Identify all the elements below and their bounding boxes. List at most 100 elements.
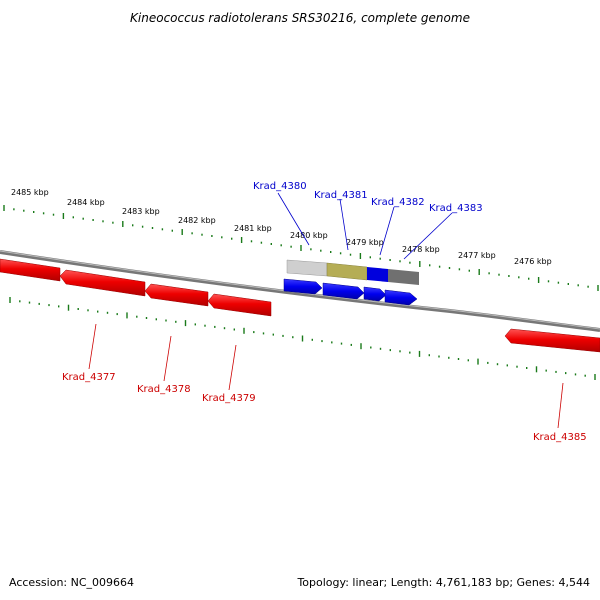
scale-tick: [545, 369, 547, 372]
reverse-gene-labels: Krad_4377 Krad_4378 Krad_4379 Krad_4385: [62, 372, 587, 443]
scale-tick: [369, 256, 371, 259]
scale-tick: [320, 249, 322, 252]
scale-labels: 2485 kbp 2484 kbp 2483 kbp 2482 kbp 2481…: [11, 188, 552, 266]
scale-tick: [577, 284, 579, 287]
scale-tick: [204, 324, 206, 327]
scale-tick: [487, 361, 489, 364]
scale-tick: [161, 228, 164, 231]
kbp-label: 2476 kbp: [514, 257, 552, 266]
scale-tick: [290, 245, 292, 248]
scale-tick: [175, 320, 177, 323]
scale-tick: [301, 335, 304, 342]
scale-tick: [253, 331, 255, 334]
gene-krad-4380[interactable]: [283, 278, 323, 295]
scale-tick: [359, 253, 362, 259]
scale-tick: [240, 237, 243, 243]
scale-tick: [496, 363, 499, 366]
gene-krad-4377-b[interactable]: [59, 269, 146, 297]
scale-tick: [330, 251, 332, 253]
gene-krad-4379[interactable]: [207, 293, 272, 317]
scale-tick: [223, 327, 226, 330]
gene-label[interactable]: Krad_4379: [202, 393, 256, 404]
accession-text: Accession: NC_009664: [9, 576, 134, 589]
gene-krad-4385[interactable]: [504, 328, 600, 353]
kbp-label: 2483 kbp: [122, 207, 160, 216]
scale-tick: [467, 359, 469, 362]
gene-label[interactable]: Krad_4380: [253, 181, 307, 192]
scale-tick: [349, 253, 352, 256]
scale-tick: [9, 297, 11, 303]
scale-tick: [587, 285, 589, 288]
scale-tick: [409, 261, 411, 264]
scale-tick: [574, 373, 577, 376]
gene-label[interactable]: Krad_4377: [62, 372, 116, 383]
scale-tick: [399, 260, 401, 263]
scale-tick: [126, 312, 128, 319]
scale-tick: [389, 259, 391, 261]
scale-tick: [528, 277, 530, 280]
scale-tick: [58, 305, 60, 308]
scale-tick: [339, 252, 342, 255]
forward-leaders: [277, 192, 453, 260]
kbp-label: 2481 kbp: [234, 224, 272, 233]
scale-tick: [535, 366, 538, 373]
scale-tick: [171, 229, 173, 232]
scale-tick: [555, 370, 557, 373]
scale-tick: [584, 374, 586, 377]
kbp-label: 2485 kbp: [11, 188, 49, 197]
kbp-label: 2477 kbp: [458, 251, 496, 260]
scale-tick: [547, 280, 550, 283]
gene-label[interactable]: Krad_4378: [137, 384, 191, 395]
gene-label[interactable]: Krad_4382: [371, 197, 425, 208]
scale-tick: [508, 275, 510, 277]
scale-tick: [438, 355, 440, 358]
scale-tick: [92, 219, 94, 221]
gene-krad-4381[interactable]: [322, 282, 365, 300]
gene-krad-4383[interactable]: [384, 289, 418, 306]
reverse-genes: [0, 258, 600, 353]
scale-tick: [3, 205, 5, 211]
scale-tick: [48, 304, 50, 307]
scale-tick: [194, 323, 196, 326]
scale-tick: [565, 372, 567, 375]
scale-tick: [165, 319, 167, 322]
scale-tick: [151, 227, 154, 229]
scale-tick: [38, 302, 40, 305]
scale-tick: [594, 374, 596, 380]
scale-tick: [379, 257, 381, 260]
gene-label[interactable]: Krad_4383: [429, 203, 483, 214]
scale-tick: [438, 265, 441, 268]
reverse-leaders: [88, 323, 564, 429]
kbp-label: 2479 kbp: [346, 238, 384, 247]
scale-tick: [389, 349, 391, 352]
gene-krad-4378[interactable]: [144, 283, 209, 307]
scale-tick: [136, 315, 138, 318]
scale-tick: [106, 311, 109, 314]
kbp-label: 2482 kbp: [178, 216, 216, 225]
scale-tick: [231, 237, 233, 240]
scale-tick: [516, 365, 518, 368]
scale-tick: [191, 232, 193, 235]
scale-tick: [42, 212, 45, 215]
scale-tick: [87, 309, 89, 312]
kbp-label: 2484 kbp: [67, 198, 105, 207]
gene-label[interactable]: Krad_4385: [533, 432, 587, 443]
scale-tick: [458, 268, 461, 271]
gene-krad-4382[interactable]: [363, 286, 387, 302]
scale-tick: [477, 358, 479, 365]
gene-krad-4377-a[interactable]: [0, 258, 61, 282]
scale-tick: [122, 221, 124, 227]
scale-tick: [506, 364, 508, 367]
scale-tick: [19, 300, 21, 303]
scale-tick: [280, 244, 282, 247]
scale-tick: [272, 333, 274, 336]
scale-tick: [418, 350, 421, 357]
gene-label[interactable]: Krad_4381: [314, 190, 368, 201]
scale-tick: [214, 325, 216, 328]
scale-tick: [399, 350, 401, 353]
scale-tick: [233, 328, 235, 331]
upper-tick-row: [3, 205, 599, 291]
scale-tick: [370, 346, 372, 349]
scale-tick: [537, 277, 540, 283]
scale-tick: [116, 313, 118, 316]
